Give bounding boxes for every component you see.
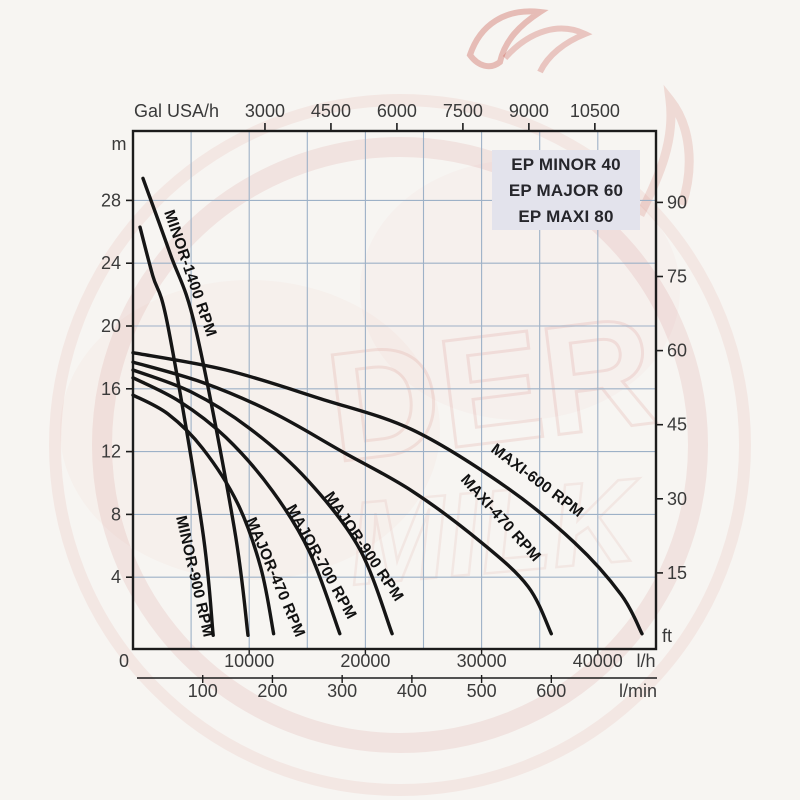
tick-label-ft: 45 <box>667 415 687 435</box>
axis-label-m: m <box>112 134 127 154</box>
tick-label-lmin: 600 <box>536 681 566 701</box>
curve-minor-900-rpm <box>138 225 215 637</box>
legend-item-major: EP MAJOR 60 <box>508 180 624 200</box>
curve-label-minor-900-rpm: MINOR-900 RPM <box>172 514 216 639</box>
tick-label-ft: 75 <box>667 267 687 287</box>
tick-label-gal: 3000 <box>245 101 285 121</box>
tick-label-gal: 4500 <box>311 101 351 121</box>
tick-label-lh: 30000 <box>457 651 507 671</box>
watermark-leaf-icon <box>466 8 549 70</box>
tick-label-lh: 10000 <box>224 651 274 671</box>
tick-label-m: 20 <box>101 316 121 336</box>
tick-label-m: 12 <box>101 442 121 462</box>
curve-maxi-600-rpm <box>131 351 644 636</box>
tick-label-lmin: 400 <box>397 681 427 701</box>
watermark-stem-icon <box>502 25 593 74</box>
tick-label-gal: 9000 <box>509 101 549 121</box>
tick-label-lh: 20000 <box>340 651 390 671</box>
tick-label-m: 8 <box>111 504 121 524</box>
plot-border <box>131 129 658 651</box>
tick-label-lh: 40000 <box>573 651 623 671</box>
watermark-ring-inner <box>92 137 708 753</box>
tick-label-lmin: 300 <box>327 681 357 701</box>
tick-label-m: 24 <box>101 253 121 273</box>
axis-label-gal-usa-h: Gal USA/h <box>134 101 219 121</box>
tick-label-ft: 90 <box>667 192 687 212</box>
curve-label-minor-1400-rpm: MINOR-1400 RPM <box>160 208 219 339</box>
tick-label-m: 4 <box>111 567 121 587</box>
tick-label-lmin: 200 <box>257 681 287 701</box>
curve-major-700-rpm <box>131 376 342 636</box>
curve-maxi-470-rpm <box>131 360 553 636</box>
tick-label-ft: 60 <box>667 341 687 361</box>
tick-label-gal: 10500 <box>570 101 620 121</box>
axis-label-ft: ft <box>662 626 672 646</box>
curve-major-470-rpm <box>131 393 276 636</box>
tick-label-ft: 30 <box>667 489 687 509</box>
axis-label-lh: l/h <box>636 651 655 671</box>
tick-label-lmin: 500 <box>467 681 497 701</box>
curve-major-900-rpm <box>131 368 394 636</box>
watermark-ring-outer <box>49 94 751 796</box>
tick-label-ft: 15 <box>667 563 687 583</box>
axis-label-lmin: l/min <box>619 681 657 701</box>
tick-label-gal: 6000 <box>377 101 417 121</box>
legend-item-minor: EP MINOR 40 <box>511 154 621 174</box>
tick-label-gal: 7500 <box>443 101 483 121</box>
curve-minor-1400-rpm <box>141 176 250 637</box>
tick-label-lmin: 100 <box>188 681 218 701</box>
tick-label-m: 16 <box>101 379 121 399</box>
legend-item-maxi: EP MAXI 80 <box>518 206 614 226</box>
tick-label-m: 28 <box>101 190 121 210</box>
tick-label-lh: 0 <box>119 651 129 671</box>
legend-box: EP MINOR 40 EP MAJOR 60 EP MAXI 80 <box>492 150 640 230</box>
